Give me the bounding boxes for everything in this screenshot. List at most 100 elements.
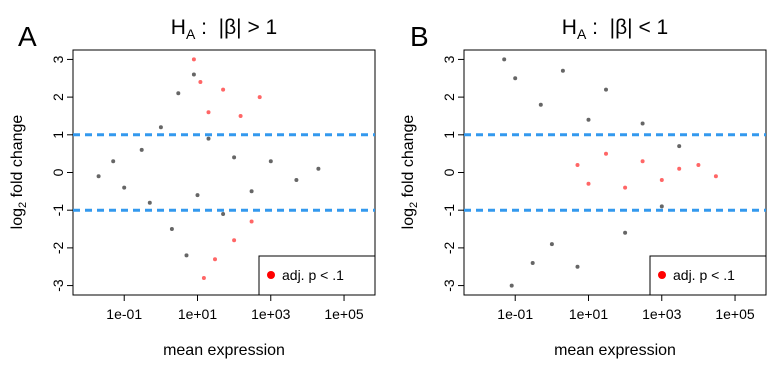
- y-tick-label: -1: [441, 204, 457, 217]
- data-points: [502, 57, 718, 288]
- highlighted-point: [198, 80, 203, 84]
- legend-marker: [267, 271, 275, 279]
- y-axis: -3 -2 -1 0 1 2 3: [50, 55, 73, 292]
- data-point: [221, 212, 226, 216]
- highlighted-point: [249, 219, 254, 224]
- highlighted-point: [257, 95, 262, 100]
- data-point: [538, 102, 543, 107]
- data-point: [176, 91, 181, 96]
- highlighted-point: [191, 57, 196, 62]
- data-point: [677, 144, 682, 149]
- legend-label: adj. p < .1: [673, 267, 735, 283]
- legend-label: adj. p < .1: [282, 267, 344, 283]
- chart-title: HA : |β| < 1: [562, 16, 668, 42]
- x-tick-label: 1e+01: [178, 306, 218, 322]
- y-tick-label: 0: [50, 168, 66, 176]
- y-tick-label: 2: [50, 93, 66, 101]
- data-point: [206, 136, 211, 141]
- panel-letter: B: [410, 21, 429, 52]
- data-point: [169, 227, 174, 231]
- y-tick-label: -2: [441, 241, 457, 254]
- x-tick-label: 1e+03: [642, 306, 682, 322]
- legend: adj. p < .1: [258, 255, 376, 296]
- legend-box: [649, 255, 767, 296]
- x-axis-label: mean expression: [554, 342, 676, 359]
- data-point: [191, 72, 196, 77]
- highlighted-point: [659, 178, 664, 182]
- x-tick-label: 1e+05: [715, 306, 755, 322]
- data-point: [659, 204, 664, 209]
- highlighted-point: [623, 185, 628, 190]
- y-tick-label: -1: [50, 204, 66, 217]
- data-point: [139, 147, 144, 152]
- legend: adj. p < .1: [649, 255, 767, 296]
- data-point: [158, 125, 163, 130]
- legend-box: [258, 255, 376, 296]
- panel-b: B HA : |β| < 1 -3 -2 -1 0 1 2 3 1e-01 1e+01 1e+0…: [400, 16, 767, 359]
- panel-letter: A: [18, 21, 37, 52]
- highlighted-point: [696, 163, 701, 167]
- y-axis-label: log2 fold change: [9, 115, 29, 230]
- reference-lines: [464, 133, 766, 212]
- y-axis-label: log2 fold change: [400, 115, 420, 230]
- x-tick-label: 1e+03: [251, 306, 291, 322]
- x-tick-label: 1e+05: [324, 306, 364, 322]
- y-tick-label: 3: [441, 55, 457, 63]
- data-point: [195, 193, 200, 198]
- data-point: [316, 166, 321, 171]
- reference-lines: [73, 133, 375, 212]
- data-point: [560, 68, 565, 73]
- panel-a: A HA : |β| > 1 -3 -2 -1 0 1 2 3 1e-01 1e+01 1e+0…: [9, 16, 376, 359]
- chart-title: HA : |β| > 1: [171, 16, 277, 42]
- y-tick-label: 2: [441, 93, 457, 101]
- data-point: [147, 200, 152, 205]
- data-point: [96, 174, 101, 179]
- highlighted-point: [586, 181, 591, 186]
- data-point: [184, 253, 189, 258]
- data-point: [549, 242, 554, 247]
- x-tick-label: 1e+01: [569, 306, 609, 322]
- data-point: [623, 230, 628, 235]
- highlighted-point: [640, 159, 645, 164]
- y-tick-label: -2: [50, 241, 66, 254]
- data-point: [111, 159, 116, 164]
- data-point: [640, 121, 645, 126]
- y-tick-label: 0: [441, 168, 457, 176]
- data-point: [586, 117, 591, 122]
- y-tick-label: -3: [441, 279, 457, 292]
- data-point: [509, 283, 514, 288]
- legend-marker: [658, 271, 666, 279]
- data-point: [604, 87, 608, 92]
- data-point: [294, 178, 299, 182]
- highlighted-point: [213, 257, 217, 262]
- x-tick-label: 1e-01: [106, 306, 142, 322]
- highlighted-point: [238, 114, 243, 118]
- data-point: [268, 159, 273, 164]
- highlighted-point: [221, 87, 226, 92]
- highlighted-point: [206, 110, 211, 115]
- highlighted-point: [677, 166, 682, 171]
- data-point: [513, 76, 518, 81]
- x-axis: 1e-01 1e+01 1e+03 1e+05: [497, 295, 755, 322]
- x-tick-label: 1e-01: [497, 306, 533, 322]
- highlighted-point: [713, 174, 718, 179]
- y-tick-label: 1: [50, 131, 66, 139]
- x-axis-label: mean expression: [163, 342, 285, 359]
- highlighted-point: [604, 151, 608, 156]
- highlighted-point: [201, 276, 206, 280]
- y-tick-label: -3: [50, 279, 66, 292]
- data-point: [575, 264, 580, 269]
- data-points: [96, 57, 321, 280]
- highlighted-point: [575, 163, 580, 167]
- data-point: [232, 155, 237, 160]
- data-point: [122, 185, 127, 190]
- data-point: [502, 57, 507, 62]
- highlighted-point: [232, 238, 237, 243]
- data-point: [249, 189, 254, 194]
- y-tick-label: 1: [441, 131, 457, 139]
- data-point: [530, 261, 535, 265]
- y-tick-label: 3: [50, 55, 66, 63]
